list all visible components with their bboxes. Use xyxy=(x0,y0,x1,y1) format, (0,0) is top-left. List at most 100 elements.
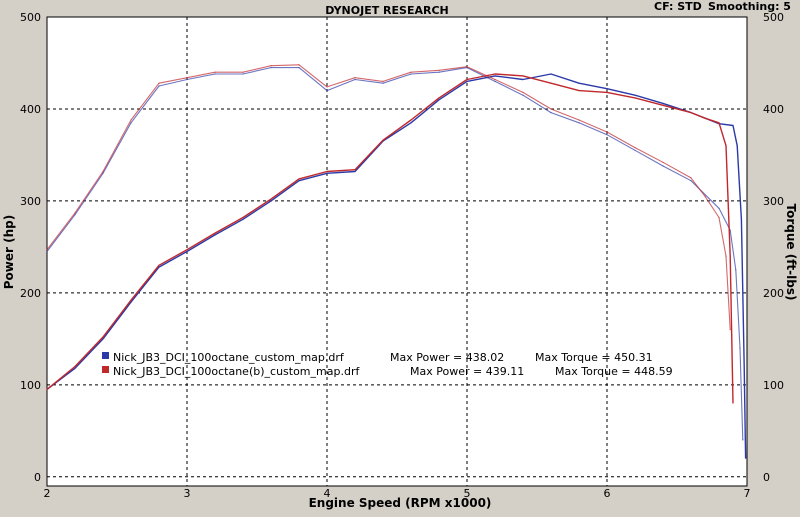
series-2-power-point xyxy=(662,104,664,106)
legend: Nick_JB3_DCI_100octane_custom_map.drf Ma… xyxy=(102,351,673,378)
series-2-torque-point xyxy=(690,177,692,179)
series-1-torque-point xyxy=(298,67,300,69)
series-2-power-point xyxy=(718,122,720,124)
series-2-power-point xyxy=(326,170,328,173)
series-2-power-point xyxy=(634,97,636,99)
correction-factor-label: CF: STD xyxy=(654,0,702,13)
x-ticks: 2 3 4 5 6 7 xyxy=(44,487,751,500)
series-1-torque-point xyxy=(550,112,552,114)
series-1-power-point xyxy=(354,170,356,173)
series-2-torque-point xyxy=(410,71,412,73)
series-2-power-point xyxy=(494,73,496,75)
series-2-torque-point xyxy=(74,212,76,214)
legend-entry-2: Nick_JB3_DCI_100octane(b)_custom_map.drf… xyxy=(102,365,673,378)
series-2-torque-point xyxy=(354,77,356,79)
series-1-torque-point xyxy=(382,82,384,84)
series-1-power-point xyxy=(745,457,747,459)
series-2-torque-point xyxy=(298,64,300,66)
legend-entry-1: Nick_JB3_DCI_100octane_custom_map.drf Ma… xyxy=(102,351,653,364)
series-1-power-point xyxy=(410,122,412,124)
series-1-torque-point xyxy=(662,165,664,167)
series-1-power-point xyxy=(74,367,76,369)
y-tick-left-300: 300 xyxy=(20,195,41,208)
series-2-power-point xyxy=(186,249,188,251)
y-ticks-right: 0 100 200 300 400 500 xyxy=(763,11,784,484)
series-1-power-point xyxy=(740,218,743,220)
series-2-power-point xyxy=(578,90,580,92)
series-1-torque-point xyxy=(130,122,132,124)
legend-file-1: Nick_JB3_DCI_100octane_custom_map.drf xyxy=(113,351,345,364)
legend-max-torque-1: Max Torque = 450.31 xyxy=(535,351,653,364)
x-tick-4: 4 xyxy=(324,487,331,500)
series-1-torque-point xyxy=(46,250,48,253)
series-2-torque-point xyxy=(158,82,160,84)
series-1-torque-point xyxy=(522,94,524,96)
series-2-power-point xyxy=(242,216,244,219)
series-2-power-point xyxy=(130,299,132,301)
series-1-power-point xyxy=(102,338,104,340)
series-1-power-point xyxy=(494,75,496,77)
series-1-torque-point xyxy=(735,269,737,271)
y-tick-left-200: 200 xyxy=(20,287,41,300)
series-1-torque-point xyxy=(739,347,741,349)
legend-swatch-1 xyxy=(102,352,109,359)
series-1-torque-point xyxy=(438,71,440,73)
series-1-power-point xyxy=(298,180,300,182)
series-2-power-point xyxy=(298,178,300,180)
series-2-torque-point xyxy=(130,119,132,121)
series-2-torque-point xyxy=(214,71,216,73)
series-2-torque-point xyxy=(729,329,731,331)
series-2-torque-point xyxy=(270,65,272,67)
series-1-power-point xyxy=(186,250,188,253)
series-2-power-point xyxy=(690,112,692,114)
x-axis-title: Engine Speed (RPM x1000) xyxy=(309,496,492,510)
y-tick-left-500: 500 xyxy=(20,11,41,24)
smoothing-label: Smoothing: 5 xyxy=(708,0,791,13)
series-1-power-point xyxy=(606,88,608,90)
series-2-power-point xyxy=(214,232,216,234)
series-2-torque-point xyxy=(466,66,468,68)
series-2-torque-point xyxy=(550,108,552,110)
series-2-torque-point xyxy=(46,249,48,251)
series-2-power-point xyxy=(725,145,727,147)
series-1-power-point xyxy=(438,99,440,101)
series-1-torque-point xyxy=(354,78,356,81)
series-2-power-point xyxy=(732,402,734,404)
series-1-torque-point xyxy=(494,80,496,82)
series-2-torque-point xyxy=(438,69,440,71)
series-2-power-point xyxy=(550,82,552,84)
legend-max-power-2: Max Power = 439.11 xyxy=(410,365,524,378)
series-1-torque-point xyxy=(718,207,720,209)
legend-swatch-2 xyxy=(102,366,109,373)
series-2-power-point xyxy=(354,169,356,171)
series-1-torque-point xyxy=(186,78,188,81)
x-tick-3: 3 xyxy=(184,487,191,500)
series-2-power-point xyxy=(74,365,76,368)
series-1-power-point xyxy=(550,73,552,75)
series-2-torque-point xyxy=(662,161,664,163)
y-tick-right-500: 500 xyxy=(763,11,784,24)
legend-file-2: Nick_JB3_DCI_100octane(b)_custom_map.drf xyxy=(113,365,360,378)
series-2-torque-line xyxy=(46,64,731,330)
x-tick-2: 2 xyxy=(44,487,51,500)
series-lines xyxy=(46,64,747,459)
series-1-torque-point xyxy=(606,134,608,136)
series-2-torque-point xyxy=(382,80,384,82)
series-2-power-point xyxy=(102,336,104,338)
series-1-torque-point xyxy=(690,180,692,182)
y-ticks-left: 0 100 200 300 400 500 xyxy=(20,11,41,484)
chart-title: DYNOJET RESEARCH xyxy=(325,4,448,17)
series-1-torque-point xyxy=(158,85,160,87)
series-1-power-point xyxy=(743,365,745,368)
series-1-torque-point xyxy=(410,73,412,75)
series-2-torque-point xyxy=(494,78,496,81)
series-1-power-point xyxy=(634,94,636,96)
series-2-power-point xyxy=(158,264,160,266)
series-1-power-point xyxy=(662,102,664,104)
series-1-power-point xyxy=(736,145,738,147)
series-1-power-point xyxy=(214,234,216,236)
y-tick-right-100: 100 xyxy=(763,379,784,392)
plot-area xyxy=(46,16,748,487)
gridlines xyxy=(46,16,748,486)
